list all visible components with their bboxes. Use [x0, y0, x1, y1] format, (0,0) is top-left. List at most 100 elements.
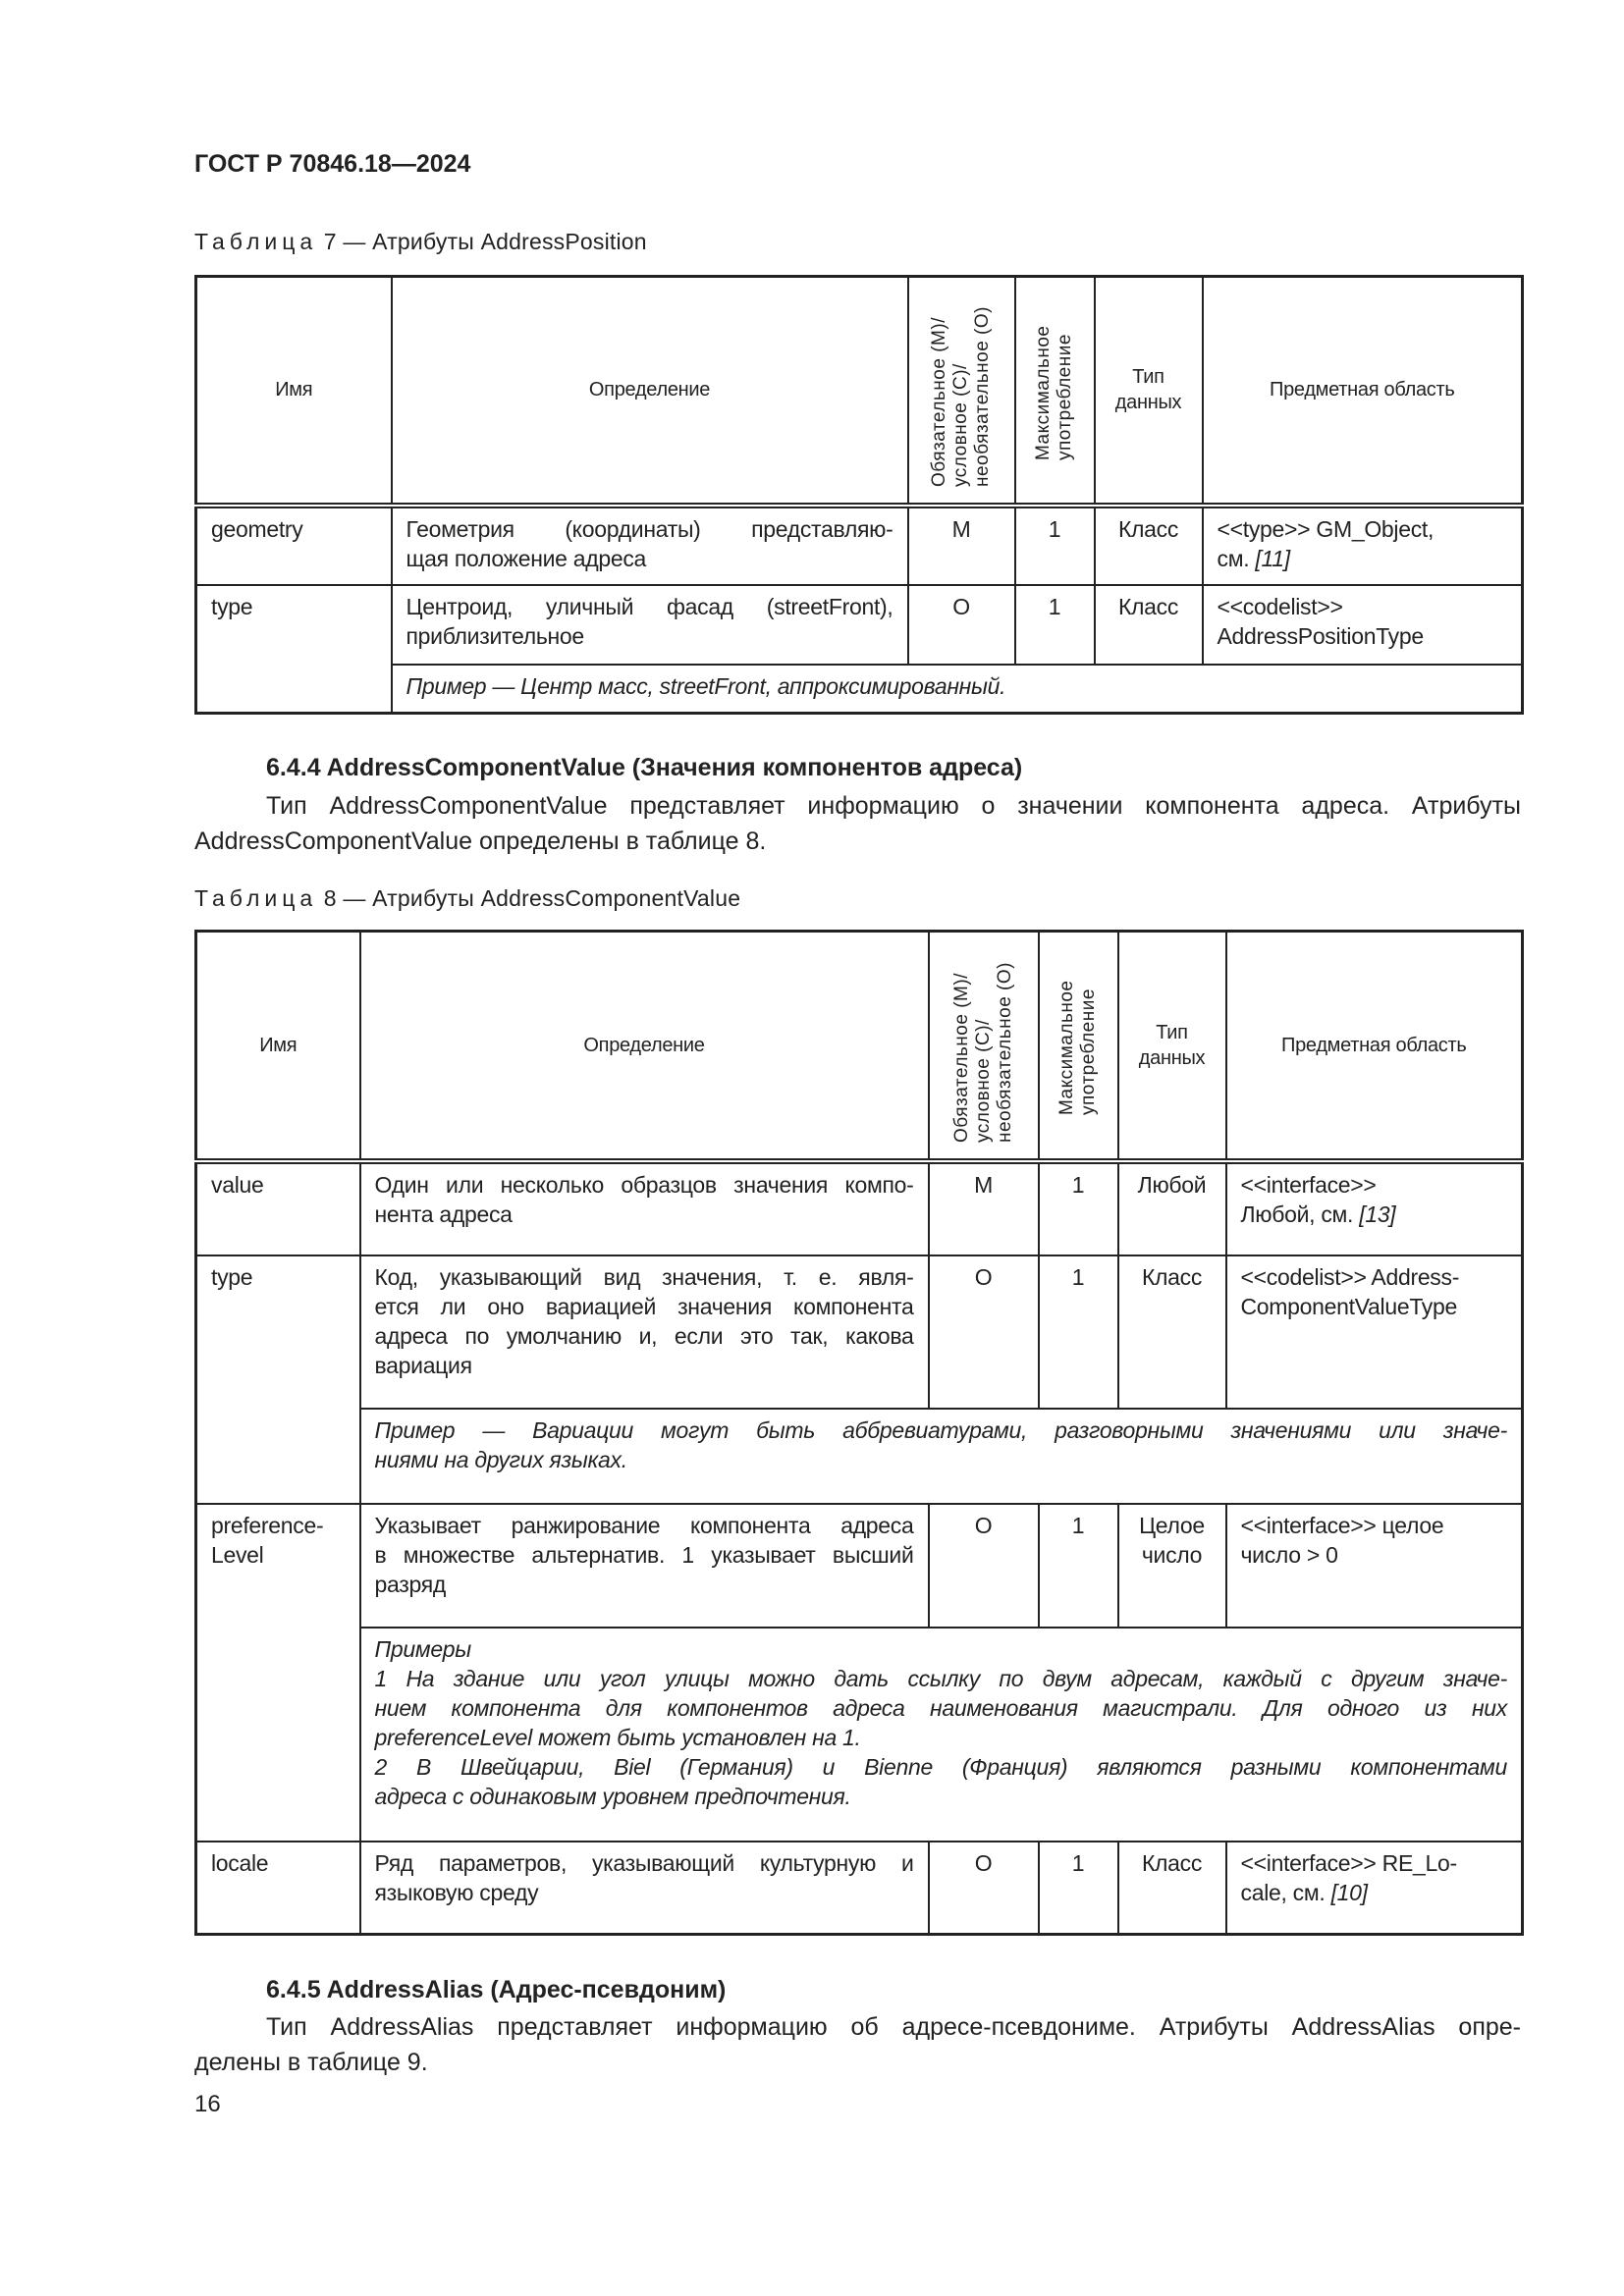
table-row: type Код, указывающий вид значения, т. е.… [194, 1254, 1524, 1505]
header-col-domain: Предметная область [1201, 275, 1524, 508]
reference: [13] [1359, 1201, 1396, 1227]
cell-name: type [194, 1254, 361, 1505]
cell-name: value [194, 1159, 361, 1256]
cell-domain: <<interface>> RE_Lo-cale, см. [10] [1224, 1840, 1524, 1936]
cell-definition: Код, указывающий вид значения, т. е. явл… [358, 1254, 930, 1410]
table-header-row: Имя Определение Обязательное (M)/ условное… [194, 930, 1524, 1164]
header-col-max-occurrence: Максимальное употребление [1013, 275, 1096, 508]
text-line: щая положение адреса [406, 545, 647, 571]
cell-max-occurrence: 1 [1037, 1254, 1119, 1410]
cell-data-type: Класс [1116, 1840, 1227, 1936]
reference: [10] [1330, 1879, 1368, 1905]
table8-caption: Таблица 8 — Атрибуты AddressComponentVal… [194, 885, 740, 912]
example-row: Примеры 1 На здание или угол улицы можно … [196, 1626, 1524, 1842]
paragraph-line: Тип AddressAlias представляет информацию… [266, 2013, 1521, 2041]
example-line: Примеры [374, 1635, 472, 1662]
cell-example: Пример — Вариации могут быть аббревиатур… [358, 1407, 1524, 1505]
rotated-header-text: Максимальное употребление [1056, 980, 1099, 1116]
example-line: 1 На здание или угол улицы можно дать сс… [374, 1665, 1508, 1691]
text-line: адреса по умолчанию и, если это так, как… [374, 1322, 914, 1349]
example-row: Пример — Вариации могут быть аббревиатур… [196, 1407, 1524, 1505]
page-number: 16 [194, 2091, 221, 2117]
cell-max-occurrence: 1 [1013, 504, 1096, 586]
caption-text: 7 — Атрибуты AddressPosition [317, 229, 647, 254]
cell-definition: Один или несколько образцов значения ком… [358, 1159, 930, 1256]
cell-data-type: Класс [1116, 1254, 1227, 1410]
cell-definition: Ряд параметров, указывающий культурную и… [358, 1840, 930, 1936]
header-col-obligation: Обязательное (M)/ условное (C)/ необязат… [927, 930, 1040, 1164]
text-line: <<interface>> RE_Lo- [1240, 1849, 1458, 1876]
text-line: <<codelist>> Address- [1240, 1263, 1460, 1290]
cell-obligation: O [906, 583, 1016, 666]
table-row: geometry Геометрия (координаты) представл… [194, 504, 1524, 586]
section-6-4-5-paragraph: Тип AddressAlias представляет информацию… [194, 2009, 1521, 2080]
caption-word: Таблица [194, 229, 318, 254]
cell-obligation: M [906, 504, 1016, 586]
cell-max-occurrence: 1 [1037, 1502, 1119, 1629]
section-6-4-4-paragraph: Тип AddressComponentValue представляет и… [194, 788, 1521, 859]
cell-domain: <<interface>> целое число > 0 [1224, 1502, 1524, 1629]
cell-definition: Указывает ранжирование компонента адреса… [358, 1502, 930, 1629]
section-6-4-4-title: 6.4.4 AddressComponentValue (Значения ко… [266, 754, 1023, 781]
paragraph-line: делены в таблице 9. [194, 2049, 428, 2076]
reference: [11] [1255, 545, 1290, 571]
table-row: value Один или несколько образцов значени… [194, 1159, 1524, 1256]
header-col-domain: Предметная область [1224, 930, 1524, 1164]
cell-data-type: Целое число [1116, 1502, 1227, 1629]
cell-obligation: O [927, 1502, 1040, 1629]
rotated-header-text: Обязательное (M)/ условное (C)/ необязат… [950, 961, 1015, 1143]
text-line: нента адреса [374, 1201, 513, 1227]
text-line: Указывает ранжирование компонента адреса [374, 1512, 914, 1538]
header-col-data-type: Тип данных [1116, 930, 1227, 1164]
cell-obligation: O [927, 1254, 1040, 1410]
cell-domain: <<codelist>> AddressPositionType [1201, 583, 1524, 666]
text-line: разряд [374, 1571, 447, 1597]
table-header-row: Имя Определение Обязательное (M)/ условное… [194, 275, 1524, 508]
header-col-definition: Определение [390, 275, 909, 508]
paragraph-line: Тип AddressComponentValue представляет и… [266, 792, 1521, 820]
text-line: число > 0 [1240, 1541, 1338, 1568]
cell-data-type: Класс [1093, 583, 1204, 666]
text-line: см. [1217, 545, 1256, 571]
header-col-obligation: Обязательное (M)/ условное (C)/ необязат… [906, 275, 1016, 508]
table7-caption: Таблица 7 — Атрибуты AddressPosition [194, 229, 647, 255]
text-line: <<codelist>> [1217, 593, 1343, 619]
header-col-name: Имя [194, 275, 393, 508]
example-line: ниями на других языках. [374, 1446, 628, 1472]
caption-word: Таблица [194, 885, 318, 911]
text-line: Один или несколько образцов значения ком… [374, 1171, 914, 1198]
text-line: приблизительное [406, 622, 585, 649]
table-7-address-position: Имя Определение Обязательное (M)/ условное… [194, 275, 1524, 715]
text-line: <<interface>> [1240, 1171, 1377, 1198]
example-line: Пример — Центр масс, streetFront, аппрок… [406, 672, 1006, 699]
table-row: locale Ряд параметров, указывающий культу… [194, 1840, 1524, 1936]
example-line: адреса с одинаковым уровнем предпочтения… [374, 1783, 851, 1809]
text-line: Код, указывающий вид значения, т. е. явл… [374, 1263, 914, 1290]
header-col-definition: Определение [358, 930, 930, 1164]
cell-domain: <<interface>> Любой, см. [13] [1224, 1159, 1524, 1256]
example-line: preferenceLevel может быть установлен на… [374, 1724, 861, 1750]
text-line: Любой, см. [1240, 1201, 1360, 1227]
text-line: вариация [374, 1352, 473, 1378]
cell-domain: <<type>> GM_Object, см. [11] [1201, 504, 1524, 586]
cell-data-type: Любой [1116, 1159, 1227, 1256]
example-row: Пример — Центр масс, streetFront, аппрок… [196, 663, 1524, 715]
cell-obligation: M [927, 1159, 1040, 1256]
cell-max-occurrence: 1 [1013, 583, 1096, 666]
cell-example: Пример — Центр масс, streetFront, аппрок… [390, 663, 1524, 715]
cell-name: type [194, 583, 393, 715]
cell-example: Примеры 1 На здание или угол улицы можно … [358, 1626, 1524, 1842]
table-row: type Центроид, уличный фасад (streetFront… [194, 583, 1524, 715]
cell-max-occurrence: 1 [1037, 1159, 1119, 1256]
text-line: Ряд параметров, указывающий культурную и [374, 1849, 914, 1876]
table-row: preference-Level Указывает ранжирование к… [194, 1502, 1524, 1842]
text-line: ComponentValueType [1240, 1293, 1458, 1319]
text-line: <<interface>> целое [1240, 1512, 1444, 1538]
cell-max-occurrence: 1 [1037, 1840, 1119, 1936]
header-col-max-occurrence: Максимальное употребление [1037, 930, 1119, 1164]
text-line: языковую среду [374, 1879, 539, 1905]
caption-text: 8 — Атрибуты AddressComponentValue [317, 885, 741, 911]
text-line: AddressPositionType [1217, 622, 1425, 649]
cell-name: geometry [194, 504, 393, 586]
table-8-address-component-value: Имя Определение Обязательное (M)/ условное… [194, 930, 1524, 1936]
